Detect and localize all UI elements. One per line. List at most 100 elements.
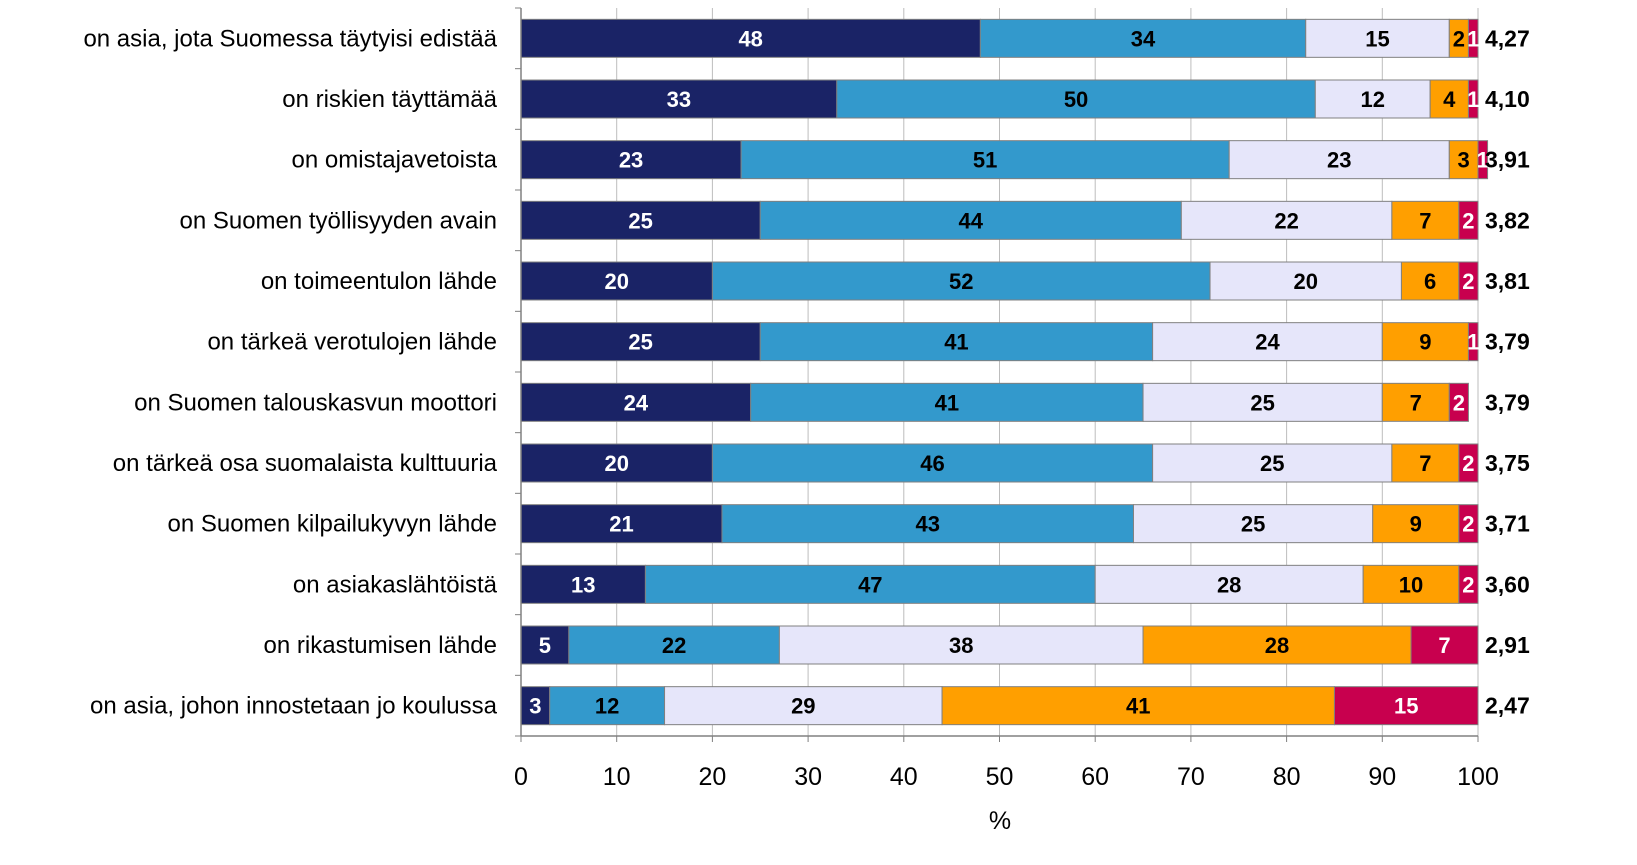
bar-segment <box>1410 625 1479 665</box>
bar-segment <box>711 443 1154 483</box>
data-label: 3 <box>1458 148 1470 173</box>
data-label: 44 <box>959 208 984 233</box>
bar-segment <box>1400 261 1460 301</box>
data-label: 1 <box>1467 26 1479 51</box>
data-label: 47 <box>858 572 882 597</box>
bar-segment <box>1458 504 1479 544</box>
data-label: 23 <box>619 148 643 173</box>
bar-segment <box>1477 140 1489 180</box>
bar-segment <box>750 382 1144 422</box>
x-tick-label: 70 <box>1177 763 1205 791</box>
data-label: 6 <box>1424 269 1436 294</box>
x-tick-label: 50 <box>986 763 1014 791</box>
bar-segment <box>1362 564 1460 604</box>
bar-segment <box>1458 443 1479 483</box>
data-label: 24 <box>1255 330 1280 355</box>
bar-segment <box>1180 200 1393 240</box>
data-label: 5 <box>539 633 551 658</box>
data-label: 25 <box>1250 390 1274 415</box>
bar-segment <box>759 322 1154 362</box>
bar-segment <box>1391 200 1460 240</box>
gridlines <box>616 8 1479 736</box>
data-label: 43 <box>915 512 939 537</box>
category-label: on riskien täyttämää <box>282 86 497 113</box>
bar-segment <box>1467 322 1479 362</box>
bar-segment <box>1152 443 1393 483</box>
bar-segment <box>1458 564 1479 604</box>
bar-segment <box>1314 79 1431 119</box>
average-value: 3,79 <box>1485 329 1530 355</box>
data-label: 34 <box>1131 26 1156 51</box>
data-label: 33 <box>667 87 691 112</box>
data-label: 2 <box>1453 26 1465 51</box>
bar-segment <box>1228 140 1450 180</box>
data-label: 9 <box>1410 512 1422 537</box>
average-value: 2,91 <box>1485 632 1530 658</box>
average-value: 4,27 <box>1485 25 1530 51</box>
category-label: on tärkeä verotulojen lähde <box>207 329 497 356</box>
data-label: 41 <box>1126 694 1150 719</box>
data-label: 7 <box>1438 633 1450 658</box>
bar-segment <box>1333 686 1479 726</box>
category-label: on tärkeä osa suomalaista kulttuuria <box>113 450 498 477</box>
bars: 48 34 15 2 133 50 12 4 123 51 23 3 125 44 22 7 220 52 20 6 2… <box>520 18 1489 726</box>
data-label: 22 <box>662 633 686 658</box>
bar-segment <box>979 18 1307 58</box>
category-label: on asia, jota Suomessa täytyisi edistää <box>83 25 497 52</box>
x-axis: 0 10 20 30 40 50 60 70 80 90 100 <box>514 7 1499 791</box>
data-label: 12 <box>595 694 619 719</box>
category-label: on Suomen työllisyyden avain <box>179 207 497 234</box>
bar-segment <box>836 79 1316 119</box>
data-label: 15 <box>1365 26 1389 51</box>
data-label: 7 <box>1419 451 1431 476</box>
average-value: 2,47 <box>1485 693 1530 719</box>
average-value: 3,82 <box>1485 207 1530 233</box>
bar-segment <box>740 140 1230 180</box>
category-label: on toimeentulon lähde <box>261 268 497 295</box>
data-label: 29 <box>791 694 815 719</box>
data-label: 21 <box>609 512 633 537</box>
bar-segment <box>1305 18 1450 58</box>
category-label: on asiakaslähtöistä <box>293 571 498 598</box>
bar-segment <box>1209 261 1402 301</box>
data-label: 41 <box>935 390 959 415</box>
category-labels: on asia, jota Suomessa täytyisi edistää o… <box>83 25 497 719</box>
bar-segment <box>520 322 761 362</box>
data-label: 28 <box>1217 572 1241 597</box>
data-label: 2 <box>1453 390 1465 415</box>
average-values: 4,27 4,10 3,91 3,82 3,81 3,79 3,79 3,75 3,71 3,60… <box>1485 25 1530 718</box>
category-label: on asia, johon innostetaan jo koulussa <box>90 693 498 720</box>
bar-segment <box>1467 79 1479 119</box>
x-tick-label: 20 <box>698 763 726 791</box>
data-label: 22 <box>1274 208 1298 233</box>
data-label: 20 <box>604 451 628 476</box>
bar-segment <box>1448 382 1469 422</box>
data-label: 4 <box>1443 87 1456 112</box>
data-label: 28 <box>1265 633 1289 658</box>
average-value: 4,10 <box>1485 86 1530 112</box>
data-label: 25 <box>628 330 652 355</box>
data-label: 2 <box>1462 269 1474 294</box>
bar-segment <box>1142 382 1383 422</box>
data-label: 2 <box>1462 512 1474 537</box>
bar-segment <box>1142 625 1412 665</box>
data-label: 51 <box>973 148 997 173</box>
category-label: on omistajavetoista <box>292 147 498 174</box>
bar-segment <box>520 564 646 604</box>
bar-segment <box>568 625 780 665</box>
data-label: 7 <box>1410 390 1422 415</box>
x-tick-label: 80 <box>1273 763 1301 791</box>
data-label: 41 <box>944 330 968 355</box>
bar-segment <box>1094 564 1364 604</box>
bar-segment <box>520 382 752 422</box>
data-label: 2 <box>1462 208 1474 233</box>
bar-segment <box>520 443 713 483</box>
bar-segment <box>1458 200 1479 240</box>
bar-segment <box>1381 322 1469 362</box>
bar-segment <box>1467 18 1479 58</box>
bar-segment <box>1132 504 1374 544</box>
bar-segment <box>1152 322 1383 362</box>
data-label: 15 <box>1394 694 1418 719</box>
data-label: 1 <box>1477 148 1489 173</box>
data-label: 25 <box>1241 512 1265 537</box>
